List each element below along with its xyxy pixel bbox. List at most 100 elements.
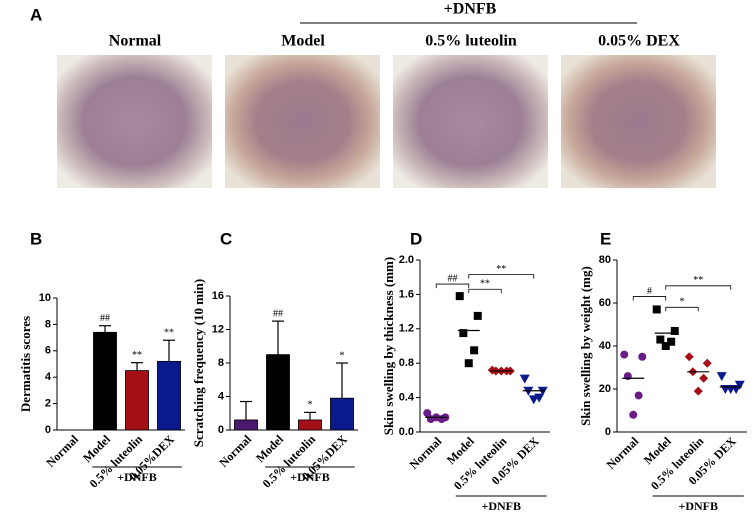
group-label: +DNFB	[444, 1, 497, 18]
bar	[298, 419, 322, 431]
point	[638, 352, 647, 361]
point	[455, 292, 464, 301]
y-tick-label: 4	[218, 390, 225, 402]
significance: *	[340, 350, 345, 361]
x-tick-label: Normal	[407, 434, 445, 472]
significance: *	[308, 400, 313, 411]
y-axis-label: Skin swelling by weight (mg)	[578, 266, 593, 426]
panel-letter: E	[600, 229, 611, 248]
panel-letter: A	[30, 5, 42, 24]
point	[716, 372, 727, 382]
point	[652, 305, 661, 314]
group-label: +DNFB	[481, 499, 521, 513]
bracket	[435, 283, 470, 289]
point	[464, 359, 473, 368]
error-bar	[272, 320, 284, 355]
point	[459, 329, 468, 338]
bracket	[665, 285, 732, 290]
point	[620, 350, 629, 359]
x-tick-label: Normal	[216, 432, 254, 470]
error-bar	[131, 362, 143, 371]
photo	[561, 55, 716, 188]
group-label: +DNFB	[678, 499, 718, 513]
point	[702, 358, 712, 368]
significance: **	[496, 264, 506, 275]
y-tick-label: 10	[39, 292, 51, 304]
photo-label: 0.05% DEX	[598, 33, 680, 50]
significance: *	[680, 297, 685, 308]
point	[473, 311, 482, 320]
significance: ##	[273, 308, 283, 319]
bracket	[632, 296, 667, 301]
y-tick-label: 8	[218, 357, 224, 369]
error-bar	[163, 339, 175, 362]
error-bar	[240, 400, 252, 420]
error-bar	[336, 362, 348, 399]
panel-letter: B	[30, 229, 42, 248]
point	[519, 374, 530, 384]
point	[661, 342, 670, 350]
y-tick-label: 16	[212, 290, 224, 302]
point	[623, 372, 632, 381]
y-tick-label: 1.2	[399, 323, 414, 335]
y-tick-label: 2	[45, 398, 51, 410]
y-tick-label: 12	[212, 323, 224, 335]
point	[693, 386, 703, 396]
significance: ##	[448, 273, 458, 284]
photo	[393, 55, 548, 188]
photo-label: Model	[281, 33, 325, 50]
panel-letter: D	[410, 229, 422, 248]
bracket	[468, 274, 535, 279]
y-tick-label: 20	[599, 383, 611, 395]
point	[634, 391, 643, 400]
bar	[157, 360, 181, 431]
point	[670, 326, 679, 335]
x-tick-label: Normal	[604, 434, 642, 472]
group-label: +DNFB	[290, 470, 330, 484]
significance: **	[693, 275, 703, 286]
bar	[266, 354, 290, 431]
x-tick-label: Normal	[43, 432, 81, 470]
y-tick-label: 8	[45, 318, 51, 330]
y-tick-label: 1.6	[399, 288, 414, 300]
significance: ##	[100, 313, 110, 324]
bar	[234, 419, 258, 431]
error-bar	[99, 325, 111, 333]
significance: **	[480, 279, 490, 290]
bar	[330, 397, 354, 431]
y-axis-label: Skin swelling by thickness (mm)	[381, 257, 396, 435]
bracket	[468, 288, 502, 294]
y-tick-label: 0	[605, 426, 611, 438]
point	[667, 337, 676, 346]
point	[699, 373, 709, 383]
bracket	[665, 306, 699, 312]
point	[528, 395, 539, 405]
point	[423, 409, 432, 418]
bar	[125, 370, 149, 431]
y-axis-label: Scratching frequency (10 min)	[191, 279, 206, 447]
y-tick-label: 80	[599, 254, 611, 266]
point	[470, 346, 479, 355]
y-tick-label: 6	[45, 345, 51, 357]
photo-label: Normal	[109, 33, 162, 50]
y-tick-label: 40	[599, 340, 611, 352]
y-tick-label: 0	[218, 424, 224, 436]
bar	[93, 331, 117, 431]
photo	[225, 55, 380, 188]
significance: **	[164, 328, 174, 339]
significance: **	[132, 350, 142, 361]
point	[684, 352, 694, 362]
point	[656, 335, 665, 344]
panel-letter: C	[220, 229, 232, 248]
y-tick-label: 0	[45, 424, 51, 436]
error-bar	[304, 411, 316, 420]
group-label: +DNFB	[117, 470, 157, 484]
photo-label: 0.5% luteolin	[425, 33, 517, 50]
significance: #	[647, 286, 652, 297]
y-tick-label: 4	[45, 371, 52, 383]
y-tick-label: 0.0	[399, 426, 414, 438]
y-axis-label: Dermatitis scores	[18, 316, 33, 412]
y-tick-label: 2.0	[399, 254, 414, 266]
photo	[57, 55, 212, 188]
